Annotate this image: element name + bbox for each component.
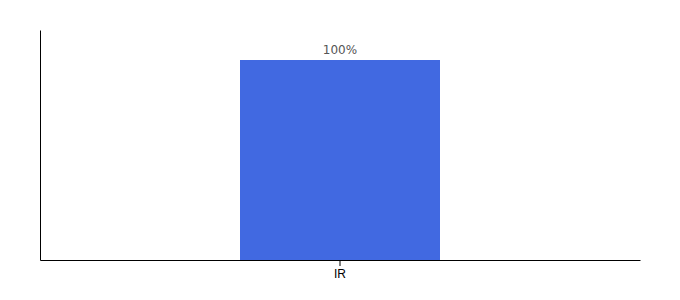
x-axis: IR bbox=[41, 260, 641, 281]
data-label: 100% bbox=[323, 43, 357, 57]
data-labels: 100% bbox=[323, 43, 357, 57]
x-tick: IR bbox=[334, 260, 346, 281]
x-tick-label: IR bbox=[334, 267, 346, 281]
bars bbox=[240, 60, 440, 260]
y-axis-line bbox=[40, 31, 41, 261]
chart: 100% IR bbox=[0, 0, 680, 300]
x-tick-mark bbox=[340, 260, 341, 266]
plot: 100% IR bbox=[41, 31, 641, 281]
y-axis bbox=[40, 31, 41, 261]
bar bbox=[240, 60, 440, 260]
